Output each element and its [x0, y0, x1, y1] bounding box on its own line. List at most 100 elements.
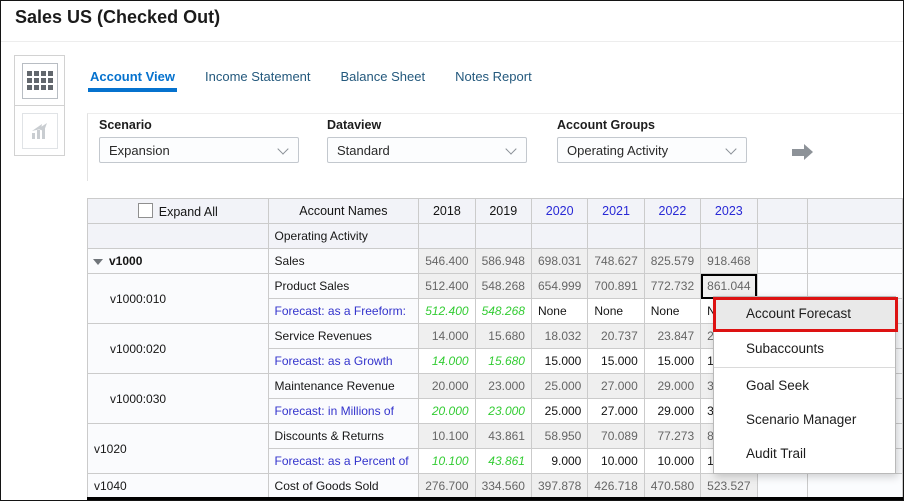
value-cell[interactable]: 23.847: [643, 323, 702, 349]
expand-all-label: Expand All: [158, 205, 218, 219]
value-cell[interactable]: 10.100: [418, 423, 476, 449]
value-cell[interactable]: 15.000: [643, 348, 702, 374]
forecast-link[interactable]: Forecast: in Millions of: [267, 398, 420, 424]
value-cell[interactable]: 700.891: [587, 273, 645, 299]
section-label: Operating Activity: [267, 223, 420, 249]
account-name-cell: Service Revenues: [267, 323, 420, 349]
value-cell[interactable]: 548.268: [474, 298, 532, 324]
grid-table-icon: [21, 62, 58, 99]
value-cell[interactable]: 825.579: [643, 248, 702, 274]
value-cell[interactable]: 276.700: [418, 473, 476, 499]
account-name-cell: Maintenance Revenue: [267, 373, 420, 399]
value-cell[interactable]: 748.627: [587, 248, 645, 274]
value-cell[interactable]: 25.000: [530, 373, 589, 399]
dataview-select[interactable]: Standard: [327, 137, 527, 163]
chevron-down-icon: [277, 143, 289, 155]
value-cell[interactable]: 586.948: [474, 248, 532, 274]
value-cell[interactable]: 27.000: [587, 373, 645, 399]
value-cell[interactable]: 14.000: [418, 348, 476, 374]
value-cell[interactable]: 654.999: [530, 273, 589, 299]
forecast-link[interactable]: Forecast: as a Percent of: [267, 448, 420, 474]
value-cell[interactable]: None: [643, 298, 702, 324]
empty-cell: [474, 223, 532, 249]
value-cell[interactable]: 20.000: [418, 398, 476, 424]
account-id-cell: v1000:030: [87, 373, 269, 424]
value-cell[interactable]: 15.680: [474, 323, 532, 349]
scenario-label: Scenario: [99, 118, 152, 132]
dataview-filter: Dataview Standard: [327, 118, 527, 163]
value-cell[interactable]: 77.273: [643, 423, 702, 449]
table-row-cogs: v1040 Cost of Goods Sold 276.700 334.560…: [87, 473, 903, 499]
value-cell[interactable]: 20.000: [418, 373, 476, 399]
empty-cell: [806, 273, 903, 299]
value-cell[interactable]: 14.000: [418, 323, 476, 349]
value-cell[interactable]: 15.000: [530, 348, 589, 374]
header-row: Expand All Account Names 2018 2019 2020 …: [87, 198, 903, 224]
value-cell[interactable]: 470.580: [643, 473, 702, 499]
value-cell[interactable]: 546.400: [418, 248, 476, 274]
value-cell[interactable]: 918.468: [700, 248, 758, 274]
menu-item-account-forecast[interactable]: Account Forecast: [713, 297, 898, 332]
account-name-cell: Discounts & Returns: [267, 423, 420, 449]
menu-item-goal-seek[interactable]: Goal Seek: [746, 378, 810, 393]
empty-cell: [806, 473, 903, 499]
account-id-cell: v1000:010: [87, 273, 269, 324]
value-cell[interactable]: 10.000: [643, 448, 702, 474]
chart-view-button[interactable]: [14, 105, 65, 156]
value-cell[interactable]: 29.000: [643, 373, 702, 399]
account-id-cell: v1000: [87, 248, 269, 274]
value-cell[interactable]: 43.861: [474, 448, 532, 474]
menu-item-audit-trail[interactable]: Audit Trail: [746, 446, 807, 461]
value-cell[interactable]: 23.000: [474, 398, 532, 424]
forecast-link[interactable]: Forecast: as a Freeform:: [267, 298, 420, 324]
tab-account-view[interactable]: Account View: [88, 67, 178, 92]
value-cell[interactable]: 10.000: [587, 448, 645, 474]
value-cell[interactable]: 512.400: [418, 273, 476, 299]
value-cell[interactable]: 772.732: [643, 273, 702, 299]
scenario-select[interactable]: Expansion: [99, 137, 299, 163]
value-cell[interactable]: 15.680: [474, 348, 532, 374]
grid-view-button[interactable]: [14, 55, 65, 106]
tab-balance-sheet[interactable]: Balance Sheet: [340, 69, 426, 84]
menu-item-subaccounts[interactable]: Subaccounts: [746, 341, 825, 356]
expand-all-checkbox[interactable]: [137, 203, 153, 218]
column-2021[interactable]: 2021: [587, 198, 645, 224]
value-cell[interactable]: None: [587, 298, 645, 324]
value-cell[interactable]: 43.861: [474, 423, 532, 449]
value-cell[interactable]: 334.560: [474, 473, 532, 499]
tab-notes-report[interactable]: Notes Report: [455, 69, 532, 84]
value-cell[interactable]: 23.000: [474, 373, 532, 399]
value-cell[interactable]: 548.268: [474, 273, 532, 299]
account-groups-select[interactable]: Operating Activity: [557, 137, 747, 163]
column-2020[interactable]: 2020: [530, 198, 589, 224]
value-cell[interactable]: 512.400: [418, 298, 476, 324]
value-cell[interactable]: 27.000: [587, 398, 645, 424]
menu-item-scenario-manager[interactable]: Scenario Manager: [746, 412, 857, 427]
dataview-value: Standard: [337, 142, 390, 158]
right-arrow-icon[interactable]: [792, 144, 814, 161]
column-2022[interactable]: 2022: [643, 198, 702, 224]
value-cell[interactable]: 523.527: [700, 473, 758, 499]
value-cell[interactable]: 15.000: [587, 348, 645, 374]
context-menu: Account Forecast Subaccounts Goal Seek S…: [713, 296, 898, 474]
value-cell[interactable]: 58.950: [530, 423, 589, 449]
selected-cell[interactable]: 861.044: [700, 273, 758, 299]
value-cell[interactable]: None: [530, 298, 589, 324]
account-name-cell: Sales: [267, 248, 420, 274]
empty-cell: [530, 223, 589, 249]
tab-income-statement[interactable]: Income Statement: [205, 69, 311, 84]
value-cell[interactable]: 70.089: [587, 423, 645, 449]
forecast-link[interactable]: Forecast: as a Growth: [267, 348, 420, 374]
value-cell[interactable]: 29.000: [643, 398, 702, 424]
value-cell[interactable]: 25.000: [530, 398, 589, 424]
value-cell[interactable]: 698.031: [530, 248, 589, 274]
column-2023[interactable]: 2023: [700, 198, 758, 224]
value-cell[interactable]: 9.000: [530, 448, 589, 474]
value-cell[interactable]: 20.737: [587, 323, 645, 349]
value-cell[interactable]: 397.878: [530, 473, 589, 499]
triangle-expanded-icon[interactable]: [93, 259, 103, 265]
value-cell[interactable]: 426.718: [587, 473, 645, 499]
value-cell[interactable]: 18.032: [530, 323, 589, 349]
account-id-cell: v1040: [87, 473, 269, 499]
value-cell[interactable]: 10.100: [418, 448, 476, 474]
